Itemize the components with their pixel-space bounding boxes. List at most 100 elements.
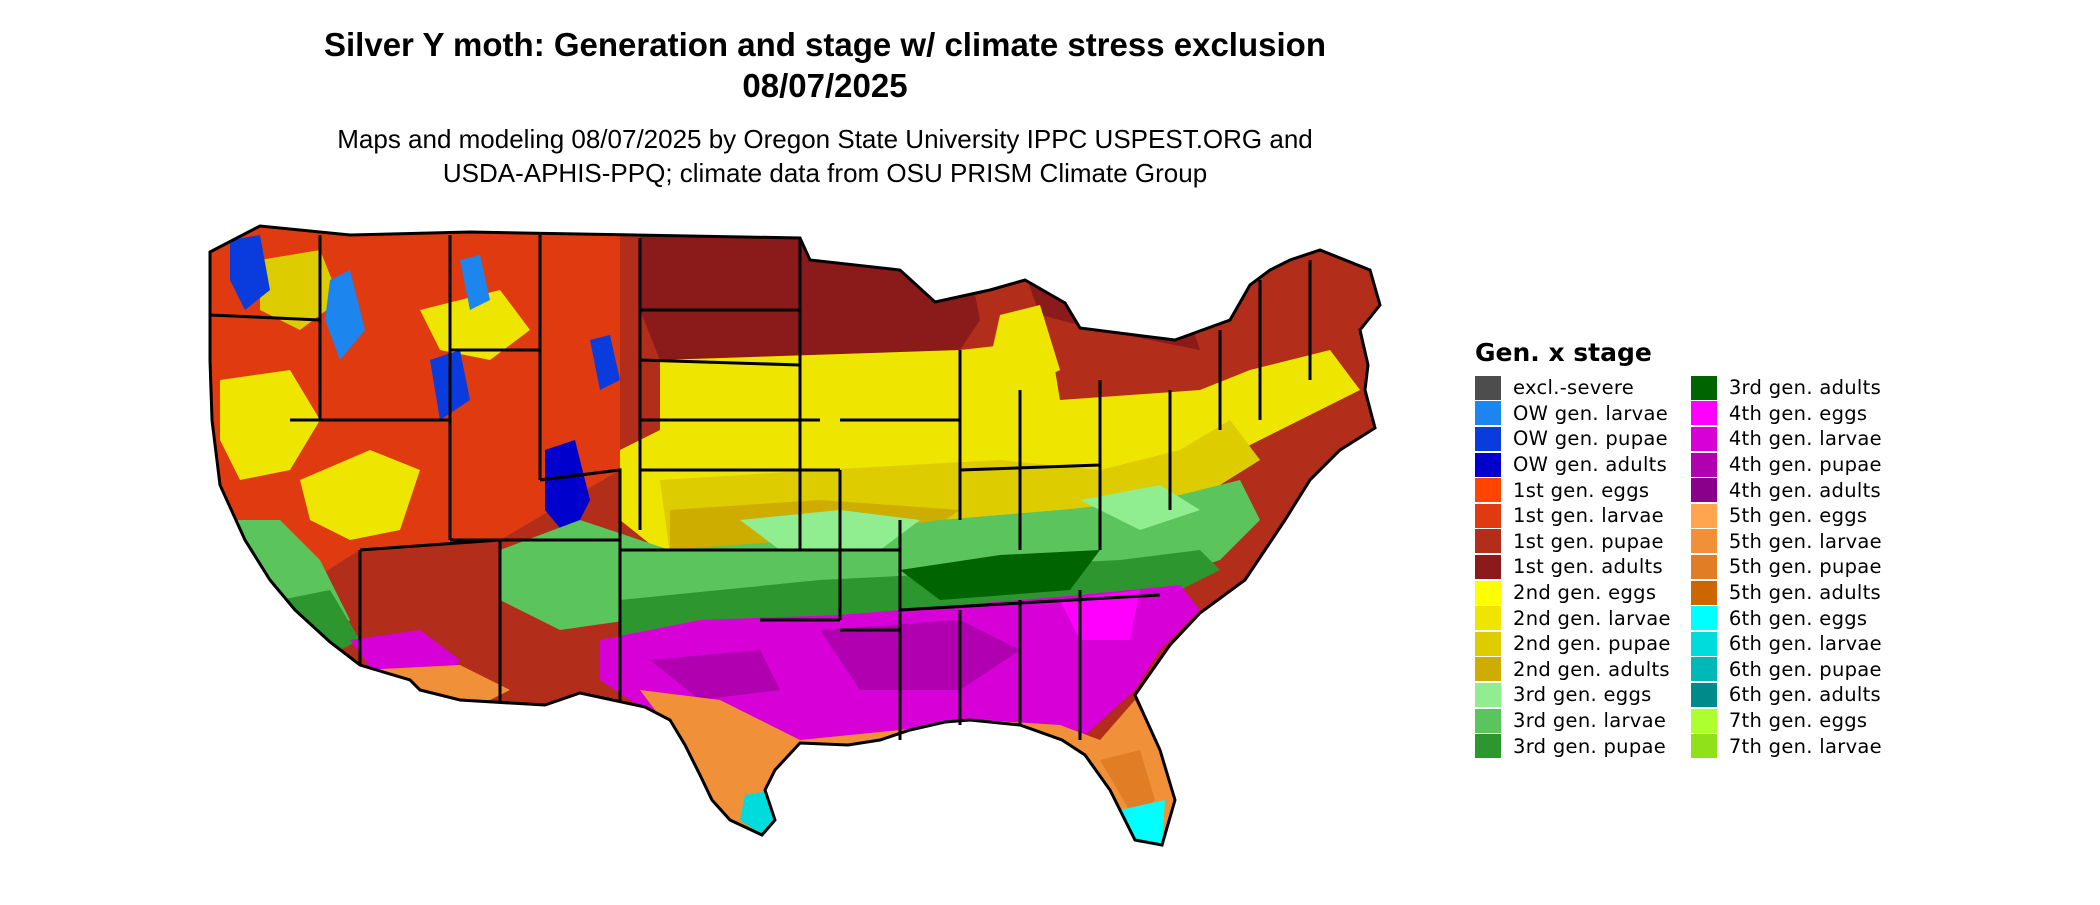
legend-label: 7th gen. eggs [1728,709,1868,733]
legend-swatch [1690,529,1717,554]
legend-swatch [1475,452,1501,477]
map-subtitle-line-1: Maps and modeling 08/07/2025 by Oregon S… [337,124,1313,154]
legend-label: 2nd gen. eggs [1513,581,1657,605]
legend-item: 5th gen. larvae [1690,529,1882,555]
legend-swatch [1690,554,1717,579]
legend-swatch [1475,554,1501,579]
legend-label: OW gen. pupae [1513,427,1668,451]
legend-swatch [1475,529,1501,554]
stage-regions [210,226,1380,845]
legend-swatch [1475,401,1501,426]
legend-label: 1st gen. pupae [1513,529,1664,553]
legend-item: 2nd gen. adults [1475,657,1671,683]
legend-swatch [1475,426,1501,451]
legend-label: OW gen. adults [1513,453,1668,477]
legend-label: 5th gen. adults [1728,581,1881,605]
legend-label: 3rd gen. pupae [1513,734,1667,758]
legend-swatch [1690,708,1717,733]
legend-item: 3rd gen. larvae [1475,708,1671,734]
legend-swatch [1690,631,1717,656]
legend-columns: excl.-severe OW gen. larvae OW gen. pupae O… [1475,375,1882,759]
legend-item: 4th gen. adults [1690,477,1882,503]
state-borders [208,224,1382,847]
legend-item: 2nd gen. eggs [1475,580,1671,606]
legend-label: 7th gen. larvae [1728,734,1882,758]
legend-swatch [1690,503,1717,528]
us-map [200,220,1460,900]
legend-column-2: 3rd gen. adults 4th gen. eggs 4th gen. lar… [1690,375,1882,759]
legend-label: 1st gen. eggs [1513,478,1650,502]
legend-item: 4th gen. pupae [1690,452,1882,478]
legend-label: excl.-severe [1513,376,1635,400]
map-subtitle: Maps and modeling 08/07/2025 by Oregon S… [230,122,1420,190]
legend-swatch [1690,478,1717,503]
legend-swatch [1475,734,1501,759]
legend-label: 4th gen. larvae [1728,427,1882,451]
legend-label: 3rd gen. larvae [1513,709,1667,733]
legend-item: 3rd gen. adults [1690,375,1882,401]
legend-swatch [1690,375,1717,400]
legend-item: 1st gen. adults [1475,554,1671,580]
legend-label: 1st gen. adults [1513,555,1663,579]
legend-swatch [1690,734,1717,759]
legend-column-1: excl.-severe OW gen. larvae OW gen. pupae O… [1475,375,1671,759]
legend-swatch [1475,606,1501,631]
legend-swatch [1690,682,1717,707]
legend-label: 6th gen. larvae [1728,632,1882,656]
legend-label: 2nd gen. adults [1513,657,1670,681]
legend-swatch [1475,657,1501,682]
legend-item: 1st gen. eggs [1475,477,1671,503]
map-title-line-1: Silver Y moth: Generation and stage w/ c… [324,26,1326,63]
legend-swatch [1690,657,1717,682]
legend-item: 5th gen. adults [1690,580,1882,606]
legend-item: 6th gen. eggs [1690,605,1882,631]
legend-label: 4th gen. eggs [1728,401,1868,425]
legend-label: 5th gen. pupae [1728,555,1882,579]
legend-item: 2nd gen. pupae [1475,631,1671,657]
legend: Gen. x stage excl.-severe OW gen. larvae O… [1475,338,1882,759]
legend-item: OW gen. adults [1475,452,1671,478]
legend-swatch [1690,401,1717,426]
legend-item: OW gen. pupae [1475,426,1671,452]
legend-label: 3rd gen. eggs [1513,683,1652,707]
legend-item: 7th gen. larvae [1690,733,1882,759]
legend-item: 3rd gen. pupae [1475,733,1671,759]
legend-swatch [1475,682,1501,707]
legend-swatch [1475,478,1501,503]
legend-label: 6th gen. pupae [1728,657,1882,681]
legend-item: 6th gen. adults [1690,682,1882,708]
map-title-line-2: 08/07/2025 [742,67,908,104]
legend-label: 3rd gen. adults [1728,376,1882,400]
legend-item: 1st gen. larvae [1475,503,1671,529]
legend-swatch [1475,580,1501,605]
legend-swatch [1690,580,1717,605]
legend-swatch [1475,708,1501,733]
map-subtitle-line-2: USDA-APHIS-PPQ; climate data from OSU PR… [442,158,1208,188]
legend-item: 7th gen. eggs [1690,708,1882,734]
legend-item: OW gen. larvae [1475,401,1671,427]
legend-item: 5th gen. eggs [1690,503,1882,529]
legend-item: 6th gen. larvae [1690,631,1882,657]
legend-swatch [1475,503,1501,528]
legend-item: 1st gen. pupae [1475,529,1671,555]
legend-label: 2nd gen. larvae [1513,606,1671,630]
legend-item: 3rd gen. eggs [1475,682,1671,708]
legend-label: 4th gen. adults [1728,478,1881,502]
legend-title: Gen. x stage [1475,338,1652,367]
legend-item: 4th gen. eggs [1690,401,1882,427]
legend-label: 6th gen. adults [1728,683,1881,707]
legend-label: 1st gen. larvae [1513,504,1664,528]
legend-swatch [1690,606,1717,631]
legend-swatch [1475,631,1501,656]
legend-label: 4th gen. pupae [1728,453,1882,477]
legend-item: 5th gen. pupae [1690,554,1882,580]
legend-item: 2nd gen. larvae [1475,605,1671,631]
map-title: Silver Y moth: Generation and stage w/ c… [230,24,1420,106]
legend-item: 4th gen. larvae [1690,426,1882,452]
legend-swatch [1690,426,1717,451]
legend-label: 2nd gen. pupae [1513,632,1671,656]
legend-label: 6th gen. eggs [1728,606,1868,630]
legend-label: OW gen. larvae [1513,401,1669,425]
us-map-graphic [208,224,1382,847]
legend-label: 5th gen. eggs [1728,504,1868,528]
